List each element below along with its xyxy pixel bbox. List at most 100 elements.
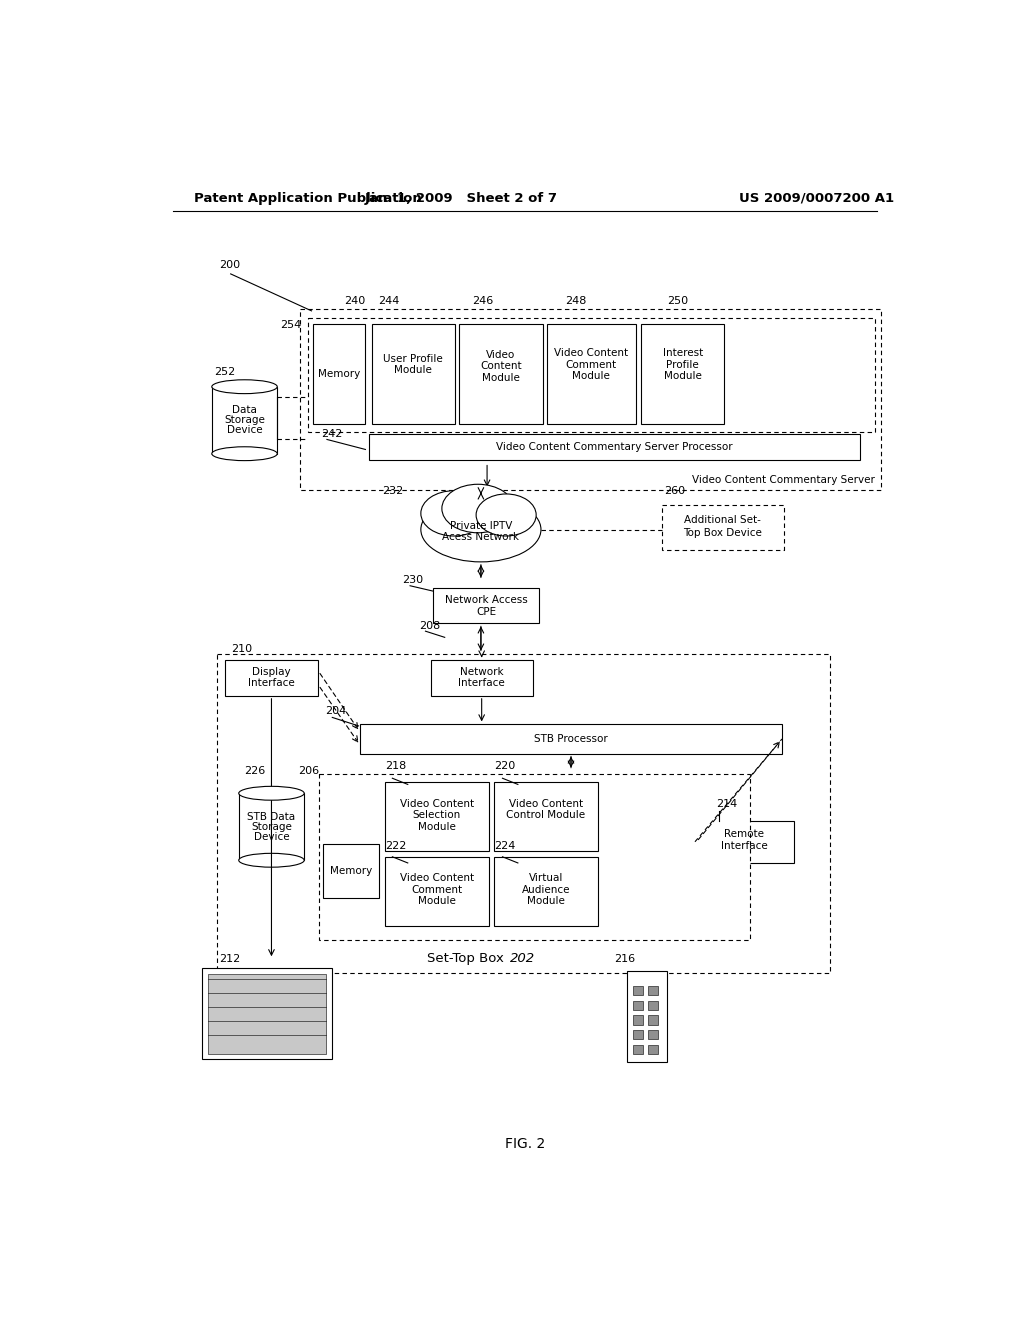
Text: Comment: Comment	[411, 884, 462, 895]
Text: 226: 226	[245, 766, 266, 776]
Text: Video: Video	[486, 350, 515, 360]
Bar	[648, 1001, 658, 1010]
Text: 246: 246	[472, 296, 494, 306]
Text: Storage: Storage	[224, 416, 265, 425]
Ellipse shape	[212, 446, 278, 461]
Text: 244: 244	[379, 296, 400, 306]
Text: 206: 206	[298, 766, 318, 776]
Text: Display: Display	[252, 667, 291, 677]
Bar	[385, 781, 488, 851]
Bar	[648, 1030, 658, 1039]
Text: US 2009/0007200 A1: US 2009/0007200 A1	[739, 191, 894, 205]
Bar	[372, 323, 455, 424]
Bar	[633, 1030, 643, 1039]
Bar	[224, 660, 318, 696]
Text: Jan. 1, 2009   Sheet 2 of 7: Jan. 1, 2009 Sheet 2 of 7	[366, 191, 558, 205]
Bar	[641, 323, 724, 424]
Bar	[648, 1044, 658, 1053]
Ellipse shape	[421, 491, 487, 536]
Bar	[547, 323, 636, 424]
Ellipse shape	[239, 787, 304, 800]
Text: Interest: Interest	[663, 348, 702, 358]
Bar	[494, 781, 598, 851]
Bar	[633, 1015, 643, 1024]
Text: Private IPTV: Private IPTV	[450, 520, 512, 531]
Text: FIG. 2: FIG. 2	[505, 1137, 545, 1151]
Text: Interface: Interface	[721, 841, 768, 851]
Text: 248: 248	[565, 296, 587, 306]
Text: Device: Device	[254, 832, 290, 842]
Text: Audience: Audience	[521, 884, 570, 895]
Text: Device: Device	[226, 425, 262, 436]
Text: 208: 208	[419, 620, 440, 631]
Text: Module: Module	[418, 822, 456, 832]
Text: 254: 254	[281, 321, 301, 330]
Ellipse shape	[476, 494, 537, 536]
Text: Memory: Memory	[330, 866, 372, 875]
Bar	[202, 969, 332, 1059]
Text: Video Content: Video Content	[399, 799, 474, 809]
Bar	[212, 387, 278, 454]
Text: Virtual: Virtual	[528, 874, 563, 883]
Text: 240: 240	[344, 296, 366, 306]
Text: Video Content: Video Content	[554, 348, 629, 358]
Bar	[633, 986, 643, 995]
Bar	[239, 793, 304, 861]
Text: 222: 222	[385, 841, 407, 851]
Text: 210: 210	[230, 644, 252, 653]
Bar	[633, 1044, 643, 1053]
Text: Interface: Interface	[459, 677, 505, 688]
Bar	[648, 1015, 658, 1024]
Text: 218: 218	[385, 760, 406, 771]
Text: 214: 214	[716, 799, 737, 809]
Bar	[494, 857, 598, 927]
Ellipse shape	[212, 380, 278, 393]
Text: Memory: Memory	[318, 370, 360, 379]
Text: Module: Module	[418, 896, 456, 907]
Text: 220: 220	[494, 760, 515, 771]
Text: User Profile: User Profile	[383, 354, 443, 363]
Text: Selection: Selection	[413, 810, 461, 820]
Bar	[370, 434, 860, 461]
Text: Module: Module	[527, 896, 565, 907]
Bar	[300, 309, 882, 490]
Text: Module: Module	[664, 371, 701, 381]
Text: 204: 204	[326, 706, 346, 717]
Text: Network: Network	[460, 667, 504, 677]
Bar	[648, 986, 658, 995]
Text: 230: 230	[402, 576, 424, 585]
Bar	[633, 1001, 643, 1010]
Bar	[217, 653, 830, 973]
Bar	[313, 323, 366, 424]
Ellipse shape	[239, 853, 304, 867]
Text: 224: 224	[494, 841, 515, 851]
Text: Storage: Storage	[251, 822, 292, 832]
Bar	[431, 660, 532, 696]
Text: Module: Module	[572, 371, 610, 381]
Text: Profile: Profile	[667, 360, 699, 370]
Text: Acess Network: Acess Network	[442, 532, 519, 543]
Text: CPE: CPE	[476, 607, 497, 616]
Text: Set-Top Box: Set-Top Box	[427, 952, 508, 965]
Ellipse shape	[442, 484, 514, 533]
Text: Additional Set-: Additional Set-	[684, 515, 761, 525]
Text: 202: 202	[510, 952, 535, 965]
Text: 260: 260	[665, 486, 685, 496]
Text: 242: 242	[322, 429, 343, 440]
Text: Content: Content	[480, 362, 522, 371]
Text: Remote: Remote	[724, 829, 764, 840]
Text: 250: 250	[667, 296, 688, 306]
Bar	[460, 323, 543, 424]
Bar	[695, 821, 794, 863]
Text: Module: Module	[394, 366, 432, 375]
Bar	[433, 589, 540, 623]
Text: 212: 212	[219, 954, 241, 964]
Text: Comment: Comment	[566, 360, 617, 370]
Text: Patent Application Publication: Patent Application Publication	[194, 191, 422, 205]
Text: STB Data: STB Data	[248, 812, 296, 822]
Bar	[662, 506, 783, 549]
Bar	[360, 725, 782, 754]
Bar	[628, 970, 668, 1061]
Text: Video Content: Video Content	[399, 874, 474, 883]
Bar	[385, 857, 488, 927]
